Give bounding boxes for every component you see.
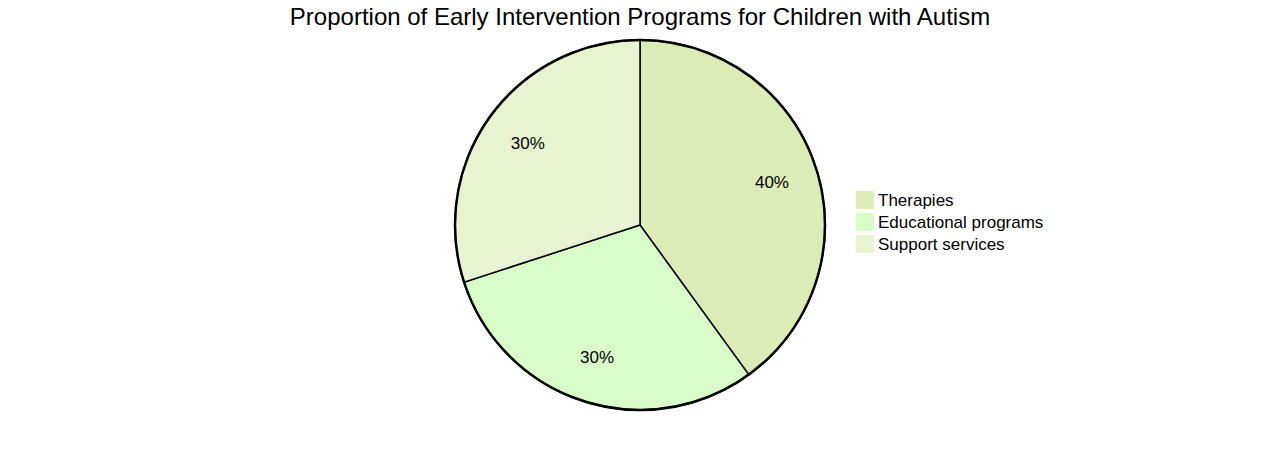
pie-outline bbox=[455, 40, 825, 410]
pie-slice bbox=[455, 40, 640, 282]
data-labels: 40% 30% 30% bbox=[511, 134, 789, 367]
legend-label: Therapies bbox=[878, 191, 954, 210]
legend-swatch bbox=[856, 213, 874, 231]
legend-swatch bbox=[856, 191, 874, 209]
legend-swatch bbox=[856, 235, 874, 253]
legend: Therapies Educational programs Support ser… bbox=[856, 191, 1043, 254]
data-label: 30% bbox=[511, 134, 545, 153]
chart-svg: Proportion of Early Intervention Program… bbox=[0, 0, 1280, 450]
chart-container: Proportion of Early Intervention Program… bbox=[0, 0, 1280, 450]
legend-label: Support services bbox=[878, 235, 1005, 254]
chart-title: Proportion of Early Intervention Program… bbox=[290, 3, 990, 30]
slices bbox=[455, 40, 825, 410]
data-label: 40% bbox=[755, 173, 789, 192]
data-label: 30% bbox=[580, 348, 614, 367]
legend-label: Educational programs bbox=[878, 213, 1043, 232]
